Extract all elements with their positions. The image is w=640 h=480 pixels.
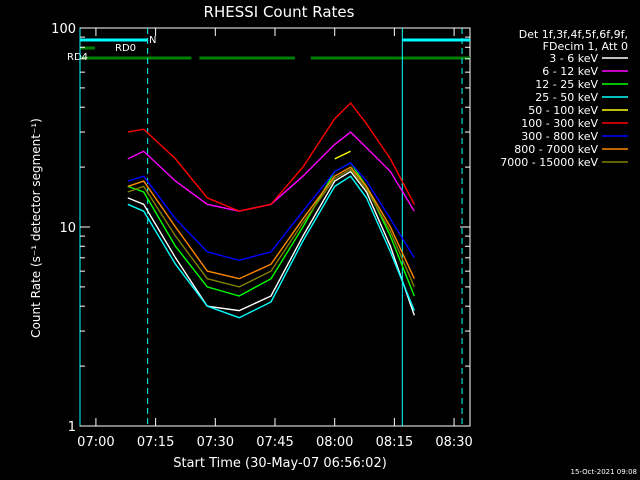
y-tick-label: 1 [68,420,76,435]
legend-header: Det 1f,3f,4f,5f,6f,9f, [519,28,628,41]
y-tick-label: 10 [59,221,76,236]
x-tick-label: 07:30 [197,435,234,450]
legend-entry: 6 - 12 keV [542,65,598,78]
x-tick-label: 08:30 [435,435,472,450]
legend-entry: 100 - 300 keV [521,117,598,130]
legend-entry: 800 - 7000 keV [514,143,598,156]
legend-entry: 3 - 6 keV [549,52,598,65]
legend-entry: 7000 - 15000 keV [500,156,598,169]
x-tick-label: 07:45 [256,435,293,450]
flag-label-rd0: RD0 [115,43,136,54]
legend: Det 1f,3f,4f,5f,6f,9f,FDecim 1, Att 03 -… [500,28,628,169]
series-line [127,175,415,319]
series-line [127,131,415,212]
series-line [127,168,415,288]
legend-entry: 50 - 100 keV [528,104,598,117]
series-line [127,101,415,212]
series-line [127,161,415,297]
series-line [127,170,415,316]
y-axis-label: Count Rate (s⁻¹ detector segment⁻¹) [29,118,43,338]
y-tick-label: 100 [51,22,76,37]
legend-entry: 300 - 800 keV [521,130,598,143]
axis-ticks: 07:00 07:15 07:30 07:45 08:00 08:15 08:30 1 10 10… [51,22,473,450]
x-axis-label: Start Time (30-May-07 06:56:02) [173,456,387,471]
flag-label-n: N [149,35,156,46]
legend-entry: 25 - 50 keV [535,91,598,104]
legend-header: FDecim 1, Att 0 [543,40,628,53]
series-line [334,150,351,160]
flag-bars: RD0 N RD4 [67,35,470,63]
x-tick-label: 08:15 [376,435,413,450]
x-tick-label: 07:15 [137,435,174,450]
footer-timestamp: 15-Oct-2021 09:08 [571,468,637,476]
flag-label-rd4: RD4 [67,52,88,63]
x-tick-label: 08:00 [316,435,353,450]
x-tick-label: 07:00 [77,435,114,450]
series-line [127,166,415,280]
series-lines [127,101,415,319]
legend-entry: 12 - 25 keV [535,78,598,91]
series-line [127,162,415,262]
chart-title: RHESSI Count Rates [204,3,355,21]
